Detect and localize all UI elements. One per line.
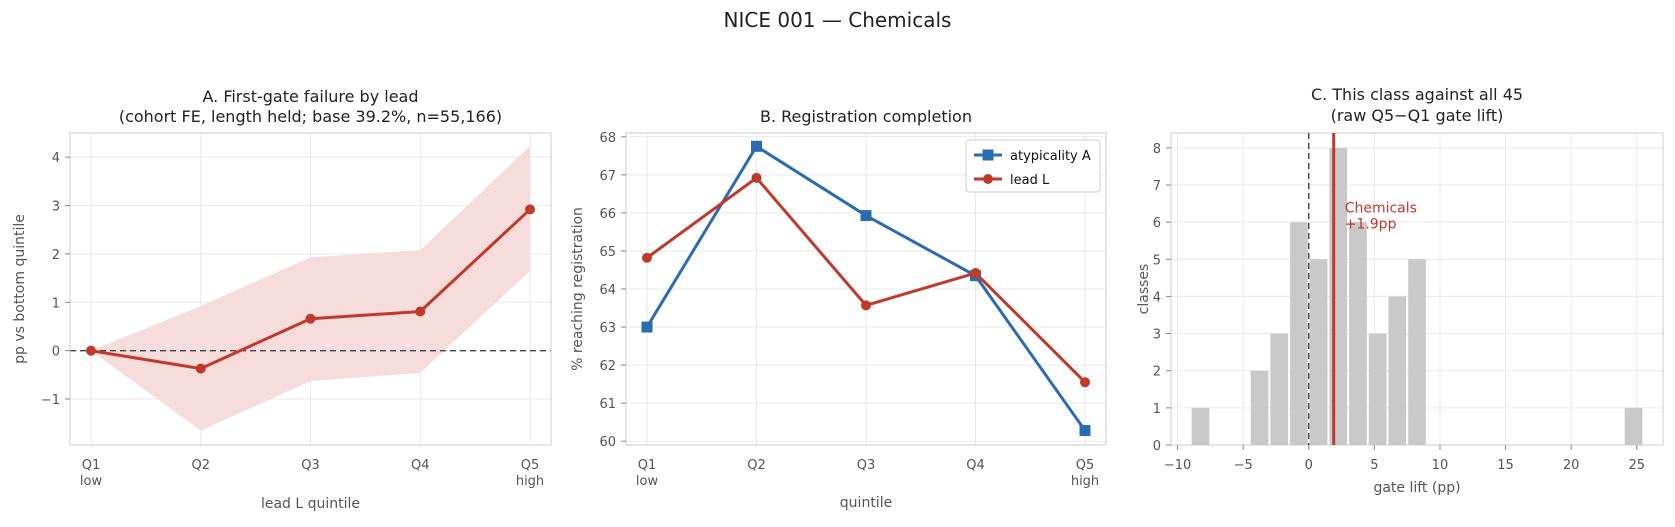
x-tick-label: 0	[1305, 458, 1313, 473]
histogram-bar	[1408, 259, 1426, 445]
x-tick-label: 25	[1628, 458, 1645, 473]
x-tick-label: Q3	[301, 458, 320, 473]
y-tick-label: 2	[1153, 365, 1161, 380]
x-tick-label: −5	[1234, 458, 1253, 473]
y-tick-label: 6	[1153, 216, 1161, 231]
x-tick-label: Q4	[411, 458, 430, 473]
x-tick-label: Q3	[857, 458, 876, 473]
x-tick-label: 5	[1370, 458, 1378, 473]
data-point-lead	[970, 268, 981, 279]
y-tick-label: 66	[599, 207, 616, 222]
y-tick-label: 65	[599, 245, 616, 260]
histogram-bar	[1368, 333, 1387, 445]
data-point-lead	[751, 172, 762, 183]
histogram-bar	[1290, 222, 1308, 445]
legend-swatch-marker-lead	[983, 174, 993, 184]
y-tick-label: 0	[1153, 439, 1161, 454]
data-point-lead	[861, 300, 871, 311]
panel-title: A. First-gate failure by lead	[202, 87, 418, 106]
y-tick-label: 63	[599, 321, 616, 336]
data-point-atypicality	[1079, 425, 1091, 437]
histogram-bar	[1329, 147, 1348, 445]
x-tick-label: Q4	[966, 458, 985, 473]
highlight-label: Chemicals	[1345, 200, 1417, 216]
x-tick-label: −10	[1164, 458, 1191, 473]
histogram-bar	[1624, 407, 1643, 445]
x-axis-label: quintile	[840, 495, 892, 511]
panel-title: B. Registration completion	[760, 107, 972, 126]
y-axis-label: % reaching registration	[570, 207, 586, 371]
panel-subtitle: (cohort FE, length held; base 39.2%, n=5…	[119, 107, 502, 126]
data-point-lead	[642, 252, 652, 263]
y-tick-label: 7	[1153, 179, 1161, 194]
x-tick-sublabel: high	[1071, 474, 1099, 489]
y-tick-label: 62	[599, 359, 616, 374]
panel-title: C. This class against all 45	[1311, 85, 1523, 104]
y-tick-label: 8	[1153, 142, 1161, 157]
data-point-lead	[415, 306, 426, 317]
legend-label-atypicality: atypicality A	[1010, 149, 1091, 164]
x-tick-label: 20	[1563, 458, 1580, 473]
figure-title: NICE 001 — Chemicals	[723, 8, 952, 32]
x-tick-label: 10	[1432, 458, 1449, 473]
data-point-atypicality	[751, 140, 762, 152]
y-tick-label: 67	[599, 169, 616, 184]
y-tick-label: 60	[599, 435, 616, 450]
y-tick-label: 1	[52, 296, 60, 311]
confidence-band	[91, 146, 530, 431]
y-tick-label: 3	[52, 200, 60, 215]
y-tick-label: 0	[52, 345, 60, 360]
panel-c-gate-lift-histogram: Chemicals+1.9pp 0 1 2 3 4 5 6 7 8 −10 −5 0 5 10 15 20 25 g…	[1136, 85, 1664, 496]
x-tick-label: Q5	[1076, 458, 1095, 473]
data-point-atypicality	[641, 321, 653, 333]
highlight-value-label: +1.9pp	[1345, 216, 1397, 232]
data-point-lead	[195, 363, 206, 374]
x-tick-label: 15	[1497, 458, 1514, 473]
histogram-bar	[1309, 259, 1328, 445]
histogram-bar	[1250, 370, 1269, 445]
data-point-lead	[1080, 377, 1090, 388]
data-point-lead	[305, 313, 316, 324]
histogram-bar	[1388, 296, 1407, 445]
plot-frame	[1170, 132, 1664, 446]
legend-swatch-marker-atypicality	[982, 149, 994, 161]
y-tick-label: 5	[1153, 253, 1161, 268]
x-tick-label: Q2	[747, 458, 766, 473]
y-tick-label: 64	[599, 283, 616, 298]
y-tick-label: 4	[52, 151, 60, 166]
x-tick-label: Q2	[191, 458, 210, 473]
y-tick-label: 68	[599, 131, 616, 146]
plot-frame	[69, 132, 552, 446]
legend-label-lead: lead L	[1010, 173, 1050, 188]
x-tick-label: Q1	[638, 458, 657, 473]
data-point-atypicality	[860, 210, 872, 222]
data-point-lead	[525, 204, 535, 215]
histogram-bar	[1270, 333, 1289, 445]
x-tick-label: Q5	[521, 458, 540, 473]
x-tick-sublabel: low	[636, 474, 659, 489]
y-tick-label: 3	[1153, 328, 1161, 343]
y-tick-label: −1	[41, 393, 60, 408]
y-axis-label: classes	[1136, 264, 1152, 315]
y-tick-label: 4	[1153, 290, 1161, 305]
histogram-bar	[1349, 222, 1367, 445]
panel-subtitle: (raw Q5−Q1 gate lift)	[1331, 106, 1504, 125]
x-axis-label: lead L quintile	[261, 496, 360, 512]
x-tick-sublabel: high	[516, 474, 544, 489]
x-axis-label: gate lift (pp)	[1373, 480, 1460, 496]
y-tick-label: 61	[599, 397, 616, 412]
y-tick-label: 1	[1153, 402, 1161, 417]
y-tick-label: 2	[52, 248, 60, 263]
y-axis-label: pp vs bottom quintile	[12, 214, 28, 364]
histogram-bar	[1191, 407, 1210, 445]
data-point-lead	[86, 345, 96, 356]
x-tick-label: Q1	[82, 458, 101, 473]
x-tick-sublabel: low	[80, 474, 103, 489]
